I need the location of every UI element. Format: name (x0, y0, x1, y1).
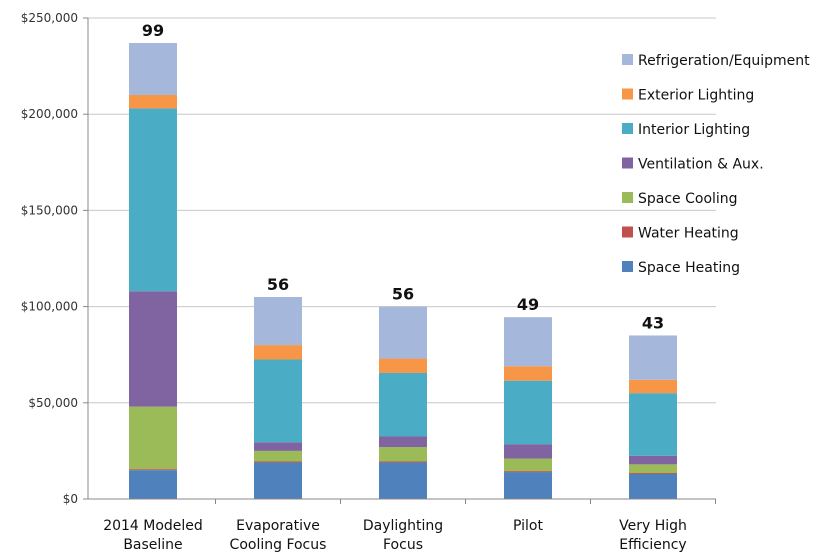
bar-segment-ventilation-aux (254, 442, 302, 451)
bar-segment-exterior-lighting (129, 94, 177, 109)
bar-total-label: 99 (142, 21, 164, 40)
bar-segment-space-heating (629, 473, 677, 499)
legend-label: Refrigeration/Equipment (638, 53, 810, 69)
bar-segment-space-cooling (504, 458, 552, 472)
bar-segment-exterior-lighting (254, 345, 302, 360)
legend-label: Exterior Lighting (638, 88, 754, 104)
legend: Refrigeration/Equipment Exterior Lighting… (622, 53, 810, 276)
x-axis: 2014 Modeled Baseline Evaporative Cooling F… (88, 498, 716, 553)
bar-segment-exterior-lighting (629, 379, 677, 394)
legend-swatch (622, 261, 633, 272)
bar-segment-refrigeration-equipment (504, 317, 552, 367)
bar-segment-space-cooling (254, 450, 302, 462)
legend-label: Ventilation & Aux. (638, 157, 764, 173)
bar-segment-space-cooling (129, 406, 177, 470)
bar-segment-space-cooling (379, 447, 427, 462)
bar-segment-space-heating (254, 462, 302, 499)
x-tick-label: Very High Efficiency (619, 518, 687, 553)
bar-segment-space-heating (129, 470, 177, 499)
bar-segment-refrigeration-equipment (129, 43, 177, 95)
legend-swatch (622, 192, 633, 203)
legend-label: Water Heating (638, 226, 739, 242)
legend-swatch (622, 54, 633, 65)
bar-total-label: 43 (642, 313, 664, 332)
y-tick-label: $50,000 (28, 396, 78, 410)
y-tick-label: $0 (63, 492, 78, 506)
y-tick-label: $250,000 (21, 11, 78, 25)
bar-segment-refrigeration-equipment (254, 296, 302, 346)
bar-segment-exterior-lighting (504, 366, 552, 381)
bar-segment-ventilation-aux (629, 455, 677, 465)
bar-segment-water-heating (254, 461, 302, 463)
bar-segment-interior-lighting (504, 380, 552, 445)
bar-segment-space-heating (504, 472, 552, 499)
legend-swatch (622, 157, 633, 169)
x-tick-label: Daylighting Focus (363, 518, 443, 553)
legend-swatch (622, 123, 633, 134)
bar-segment-interior-lighting (129, 108, 177, 292)
bar-segment-interior-lighting (254, 359, 302, 443)
y-tick-label: $100,000 (21, 300, 78, 314)
y-axis: $0 $50,000 $100,000 $150,000 $200,000 $250,00… (21, 11, 89, 506)
y-tick-label: $200,000 (21, 107, 78, 121)
x-tick-label: 2014 Modeled Baseline (103, 518, 203, 553)
bars (129, 43, 677, 499)
bar-totals: 99 56 56 49 43 (142, 21, 664, 332)
legend-label: Space Heating (638, 260, 740, 276)
legend-label: Interior Lighting (638, 122, 750, 138)
legend-swatch (622, 226, 633, 238)
x-tick-label: Evaporative Cooling Focus (230, 518, 327, 553)
bar-segment-ventilation-aux (129, 291, 177, 407)
x-tick-label: Pilot (513, 518, 543, 534)
legend-swatch (622, 88, 633, 100)
bar-segment-exterior-lighting (379, 358, 427, 373)
bar-segment-space-cooling (629, 464, 677, 474)
bar-total-label: 56 (392, 285, 414, 304)
bar-segment-refrigeration-equipment (379, 306, 427, 359)
bar-segment-water-heating (379, 461, 427, 463)
bar-segment-water-heating (504, 471, 552, 473)
y-tick-label: $150,000 (21, 203, 78, 217)
gridlines (88, 17, 716, 404)
legend-label: Space Cooling (638, 191, 738, 207)
bar-segment-water-heating (129, 469, 177, 471)
bar-segment-refrigeration-equipment (629, 335, 677, 380)
bar-segment-ventilation-aux (504, 444, 552, 459)
bar-segment-space-heating (379, 462, 427, 499)
bar-segment-interior-lighting (379, 372, 427, 437)
bar-segment-ventilation-aux (379, 436, 427, 448)
bar-total-label: 49 (517, 295, 539, 314)
bar-total-label: 56 (267, 275, 289, 294)
bar-segment-interior-lighting (629, 393, 677, 456)
bar-segment-water-heating (629, 473, 677, 474)
